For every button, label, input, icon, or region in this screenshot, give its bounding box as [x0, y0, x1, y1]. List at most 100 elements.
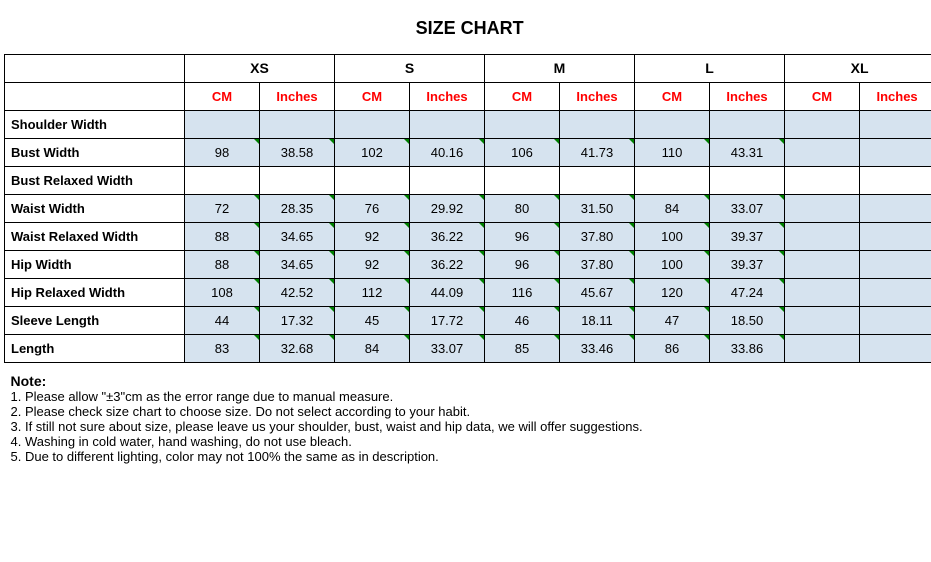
measure-label: Waist Width	[5, 194, 185, 222]
data-cell-inches: 39.37	[710, 250, 785, 278]
measure-label: Hip Width	[5, 250, 185, 278]
data-cell-inches	[860, 138, 931, 166]
data-cell-cm: 106	[485, 138, 560, 166]
unit-inches: Inches	[710, 82, 785, 110]
data-cell-cm: 76	[335, 194, 410, 222]
data-cell-cm: 116	[485, 278, 560, 306]
data-cell-inches: 17.32	[260, 306, 335, 334]
data-cell-inches: 42.52	[260, 278, 335, 306]
data-cell-inches	[260, 166, 335, 194]
data-cell-cm: 100	[635, 250, 710, 278]
data-cell-cm: 84	[335, 334, 410, 362]
data-cell-inches	[410, 110, 485, 138]
size-xs: XS	[185, 54, 335, 82]
data-cell-inches: 45.67	[560, 278, 635, 306]
data-cell-inches: 47.24	[710, 278, 785, 306]
measure-label: Bust Width	[5, 138, 185, 166]
data-cell-inches: 28.35	[260, 194, 335, 222]
data-cell-cm: 88	[185, 250, 260, 278]
data-cell-inches: 36.22	[410, 222, 485, 250]
data-cell-cm: 110	[635, 138, 710, 166]
data-cell-inches	[560, 166, 635, 194]
data-cell-cm: 92	[335, 250, 410, 278]
data-cell-inches	[860, 110, 931, 138]
data-cell-cm: 47	[635, 306, 710, 334]
notes-row: Note: 1. Please allow "±3"cm as the erro…	[5, 362, 931, 468]
data-cell-inches	[860, 334, 931, 362]
data-cell-inches: 34.65	[260, 222, 335, 250]
data-cell-inches	[710, 166, 785, 194]
data-cell-inches: 37.80	[560, 222, 635, 250]
data-cell-cm: 45	[335, 306, 410, 334]
measure-label: Waist Relaxed Width	[5, 222, 185, 250]
data-cell-cm: 120	[635, 278, 710, 306]
data-cell-cm: 100	[635, 222, 710, 250]
unit-header-row: CM Inches CM Inches CM Inches CM Inches …	[5, 82, 931, 110]
data-cell-inches: 33.07	[410, 334, 485, 362]
data-cell-inches: 18.11	[560, 306, 635, 334]
data-cell-inches: 39.37	[710, 222, 785, 250]
note-4: 4. Washing in cold water, hand washing, …	[11, 434, 929, 449]
note-2: 2. Please check size chart to choose siz…	[11, 404, 929, 419]
data-cell-cm	[785, 166, 860, 194]
data-cell-cm: 83	[185, 334, 260, 362]
data-cell-inches: 18.50	[710, 306, 785, 334]
table-row: Waist Relaxed Width8834.659236.229637.80…	[5, 222, 931, 250]
data-cell-inches: 41.73	[560, 138, 635, 166]
data-cell-cm	[185, 110, 260, 138]
data-cell-cm: 96	[485, 222, 560, 250]
blank-corner	[5, 54, 185, 82]
data-cell-cm: 44	[185, 306, 260, 334]
table-row: Hip Width8834.659236.229637.8010039.37	[5, 250, 931, 278]
data-cell-cm	[485, 166, 560, 194]
measure-label: Bust Relaxed Width	[5, 166, 185, 194]
data-cell-inches: 33.07	[710, 194, 785, 222]
size-header-row: XS S M L XL	[5, 54, 931, 82]
data-cell-cm: 108	[185, 278, 260, 306]
size-m: M	[485, 54, 635, 82]
data-cell-cm: 98	[185, 138, 260, 166]
note-1: 1. Please allow "±3"cm as the error rang…	[11, 389, 929, 404]
data-cell-cm	[485, 110, 560, 138]
data-cell-cm: 86	[635, 334, 710, 362]
data-cell-inches	[860, 194, 931, 222]
unit-cm: CM	[485, 82, 560, 110]
data-cell-cm	[785, 110, 860, 138]
data-cell-inches: 44.09	[410, 278, 485, 306]
measure-label: Length	[5, 334, 185, 362]
data-cell-cm	[785, 334, 860, 362]
data-cell-inches: 31.50	[560, 194, 635, 222]
table-row: Sleeve Length4417.324517.724618.114718.5…	[5, 306, 931, 334]
data-cell-inches	[560, 110, 635, 138]
note-header: Note:	[11, 367, 929, 389]
data-cell-inches	[260, 110, 335, 138]
size-chart-table: SIZE CHART XS S M L XL CM Inches CM Inch…	[4, 4, 931, 468]
unit-inches: Inches	[860, 82, 931, 110]
data-cell-inches	[860, 306, 931, 334]
data-cell-inches: 40.16	[410, 138, 485, 166]
note-3: 3. If still not sure about size, please …	[11, 419, 929, 434]
measure-label: Hip Relaxed Width	[5, 278, 185, 306]
data-cell-cm: 92	[335, 222, 410, 250]
data-cell-inches: 43.31	[710, 138, 785, 166]
unit-cm: CM	[785, 82, 860, 110]
data-cell-inches	[860, 250, 931, 278]
data-cell-cm	[335, 166, 410, 194]
table-row: Bust Width9838.5810240.1610641.7311043.3…	[5, 138, 931, 166]
data-cell-cm	[635, 166, 710, 194]
table-row: Hip Relaxed Width10842.5211244.0911645.6…	[5, 278, 931, 306]
data-cell-inches: 36.22	[410, 250, 485, 278]
data-cell-inches: 37.80	[560, 250, 635, 278]
table-row: Bust Relaxed Width	[5, 166, 931, 194]
data-cell-cm	[185, 166, 260, 194]
data-cell-cm: 46	[485, 306, 560, 334]
unit-cm: CM	[635, 82, 710, 110]
data-cell-cm: 72	[185, 194, 260, 222]
unit-inches: Inches	[560, 82, 635, 110]
data-cell-inches: 34.65	[260, 250, 335, 278]
data-cell-inches	[860, 222, 931, 250]
data-cell-inches: 29.92	[410, 194, 485, 222]
data-cell-inches	[860, 166, 931, 194]
table-row: Shoulder Width	[5, 110, 931, 138]
data-cell-cm	[785, 306, 860, 334]
